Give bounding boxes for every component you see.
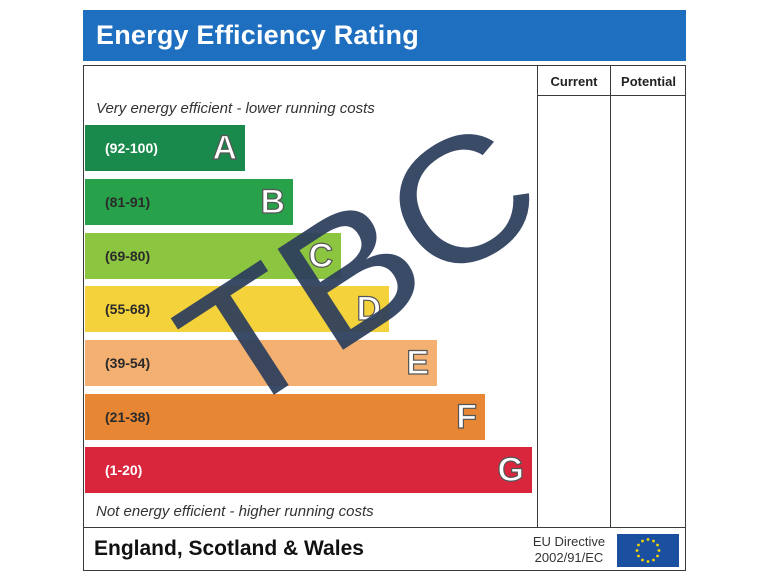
eu-star (646, 560, 650, 563)
footer-divider (83, 527, 686, 528)
eu-star (652, 539, 655, 543)
column-header-divider (537, 95, 686, 96)
potential-column-header: Potential (621, 74, 676, 89)
band-letter: B (260, 182, 286, 221)
band-range: (39-54) (105, 355, 151, 371)
band-letter: E (406, 343, 430, 382)
top-caption: Very energy efficient - lower running co… (96, 100, 375, 117)
rating-band-g: (1-20) G (85, 447, 532, 493)
rating-band-e: (39-54) E (85, 340, 437, 386)
eu-star (646, 538, 650, 541)
band-letter: C (308, 236, 334, 275)
rating-grid (83, 65, 686, 571)
band-range: (92-100) (105, 140, 158, 156)
band-letter: G (497, 450, 525, 489)
rating-band-a: (92-100) A (85, 125, 245, 171)
current-column-divider (537, 65, 538, 527)
rating-band-b: (81-91) B (85, 179, 293, 225)
chart-title: Energy Efficiency Rating (83, 10, 686, 61)
rating-band-c: (69-80) C (85, 233, 341, 279)
region-label: England, Scotland & Wales (94, 537, 364, 560)
rating-band-d: (55-68) D (85, 286, 389, 332)
rating-band-f: (21-38) F (85, 394, 485, 440)
bottom-caption: Not energy efficient - higher running co… (96, 503, 374, 520)
band-range: (21-38) (105, 409, 151, 425)
eu-star (657, 549, 661, 552)
eu-star (637, 543, 640, 547)
eu-star (652, 558, 655, 562)
band-letter: F (456, 397, 478, 436)
energy-rating-chart: Energy Efficiency Rating Current Potenti… (83, 10, 686, 571)
current-column-header: Current (550, 74, 598, 89)
directive-line2: 2002/91/EC (534, 550, 604, 565)
eu-star (656, 543, 659, 547)
band-range: (81-91) (105, 194, 151, 210)
potential-column-divider (610, 65, 611, 527)
eu-star (641, 539, 644, 543)
band-range: (69-80) (105, 248, 151, 264)
band-letter: D (356, 289, 382, 328)
eu-star (637, 554, 640, 558)
eu-star (641, 558, 644, 562)
eu-star (656, 554, 659, 558)
eu-directive: EU Directive 2002/91/EC (524, 534, 614, 566)
band-letter: A (212, 128, 238, 167)
band-range: (55-68) (105, 301, 151, 317)
directive-line1: EU Directive (532, 534, 606, 549)
band-range: (1-20) (105, 462, 143, 478)
eu-star (635, 549, 639, 552)
eu-flag-icon (617, 534, 679, 567)
